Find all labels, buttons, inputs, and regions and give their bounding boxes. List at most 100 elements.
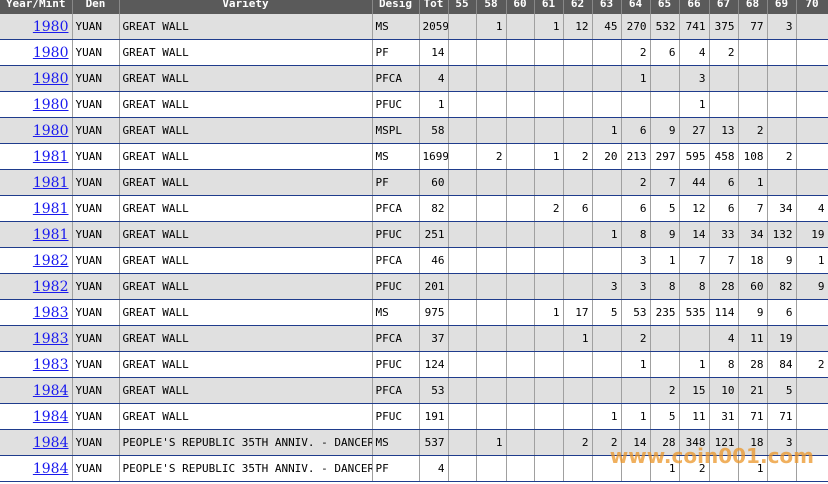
year-link[interactable]: 1984 bbox=[32, 382, 69, 399]
year-link[interactable]: 1980 bbox=[32, 44, 69, 61]
year-link[interactable]: 1981 bbox=[32, 226, 69, 243]
table-row: 1981 YUAN GREAT WALL PF 60 2 7 44 6 1 bbox=[0, 169, 828, 196]
column-header: 70 bbox=[796, 0, 828, 14]
count-cell: 5 bbox=[592, 299, 622, 326]
total-cell: 251 bbox=[419, 221, 449, 248]
count-cell: 28 bbox=[738, 351, 768, 378]
count-cell bbox=[796, 143, 828, 170]
count-cell: 6 bbox=[650, 39, 680, 66]
year-link[interactable]: 1981 bbox=[32, 174, 69, 191]
count-cell bbox=[476, 65, 507, 92]
year-cell: 1984 bbox=[0, 455, 73, 482]
count-cell bbox=[534, 65, 564, 92]
count-cell: 3 bbox=[767, 429, 797, 456]
column-header: Desig bbox=[372, 0, 420, 14]
year-link[interactable]: 1983 bbox=[32, 304, 69, 321]
count-cell bbox=[709, 91, 739, 118]
count-cell: 53 bbox=[621, 299, 651, 326]
count-cell: 270 bbox=[621, 14, 651, 40]
count-cell: 1 bbox=[476, 429, 507, 456]
total-cell: 975 bbox=[419, 299, 449, 326]
total-cell: 4 bbox=[419, 455, 449, 482]
total-cell: 14 bbox=[419, 39, 449, 66]
count-cell: 8 bbox=[709, 351, 739, 378]
column-header: 65 bbox=[650, 0, 680, 14]
count-cell bbox=[796, 169, 828, 196]
year-cell: 1984 bbox=[0, 403, 73, 430]
count-cell bbox=[738, 65, 768, 92]
year-link[interactable]: 1981 bbox=[32, 200, 69, 217]
count-cell: 1 bbox=[738, 169, 768, 196]
count-cell: 5 bbox=[767, 377, 797, 404]
count-cell bbox=[448, 169, 477, 196]
count-cell bbox=[476, 299, 507, 326]
count-cell bbox=[592, 39, 622, 66]
count-cell bbox=[506, 195, 535, 222]
count-cell: 14 bbox=[679, 221, 710, 248]
count-cell: 1 bbox=[534, 299, 564, 326]
den-cell: YUAN bbox=[72, 377, 120, 404]
year-link[interactable]: 1982 bbox=[32, 252, 69, 269]
variety-cell: PEOPLE'S REPUBLIC 35TH ANNIV. - DANCERS bbox=[119, 429, 373, 456]
year-link[interactable]: 1983 bbox=[32, 330, 69, 347]
column-header: 64 bbox=[621, 0, 651, 14]
count-cell bbox=[506, 143, 535, 170]
count-cell: 4 bbox=[796, 195, 828, 222]
count-cell: 9 bbox=[650, 117, 680, 144]
year-link[interactable]: 1984 bbox=[32, 434, 69, 451]
year-link[interactable]: 1981 bbox=[32, 148, 69, 165]
count-cell bbox=[476, 39, 507, 66]
count-cell bbox=[534, 117, 564, 144]
year-cell: 1984 bbox=[0, 429, 73, 456]
desig-cell: PF bbox=[372, 169, 420, 196]
year-link[interactable]: 1982 bbox=[32, 278, 69, 295]
count-cell bbox=[448, 65, 477, 92]
count-cell bbox=[767, 169, 797, 196]
den-cell: YUAN bbox=[72, 117, 120, 144]
count-cell: 7 bbox=[679, 247, 710, 274]
year-link[interactable]: 1980 bbox=[32, 70, 69, 87]
count-cell: 121 bbox=[709, 429, 739, 456]
den-cell: YUAN bbox=[72, 403, 120, 430]
count-cell bbox=[476, 403, 507, 430]
count-cell bbox=[506, 403, 535, 430]
count-cell: 5 bbox=[650, 403, 680, 430]
count-cell: 1 bbox=[679, 351, 710, 378]
count-cell: 71 bbox=[738, 403, 768, 430]
table-row: 1981 YUAN GREAT WALL PFUC 251 1 8 9 14 33 34 132 19 bbox=[0, 221, 828, 248]
year-cell: 1981 bbox=[0, 169, 73, 196]
desig-cell: PFCA bbox=[372, 377, 420, 404]
count-cell: 77 bbox=[738, 14, 768, 40]
count-cell: 27 bbox=[679, 117, 710, 144]
count-cell: 7 bbox=[738, 195, 768, 222]
column-header: 68 bbox=[738, 0, 768, 14]
year-link[interactable]: 1980 bbox=[32, 18, 69, 35]
year-cell: 1982 bbox=[0, 273, 73, 300]
count-cell bbox=[709, 65, 739, 92]
count-cell bbox=[506, 325, 535, 352]
year-link[interactable]: 1984 bbox=[32, 460, 69, 477]
count-cell bbox=[506, 221, 535, 248]
year-link[interactable]: 1983 bbox=[32, 356, 69, 373]
count-cell: 6 bbox=[767, 299, 797, 326]
year-cell: 1980 bbox=[0, 14, 73, 40]
count-cell bbox=[563, 65, 593, 92]
variety-cell: GREAT WALL bbox=[119, 195, 373, 222]
count-cell bbox=[592, 351, 622, 378]
count-cell: 19 bbox=[796, 221, 828, 248]
count-cell bbox=[796, 325, 828, 352]
count-cell: 2 bbox=[650, 377, 680, 404]
year-link[interactable]: 1980 bbox=[32, 122, 69, 139]
year-link[interactable]: 1980 bbox=[32, 96, 69, 113]
count-cell bbox=[506, 455, 535, 482]
year-link[interactable]: 1984 bbox=[32, 408, 69, 425]
count-cell bbox=[621, 455, 651, 482]
count-cell bbox=[506, 14, 535, 40]
total-cell: 191 bbox=[419, 403, 449, 430]
count-cell: 2 bbox=[563, 143, 593, 170]
count-cell: 71 bbox=[767, 403, 797, 430]
count-cell: 1 bbox=[621, 403, 651, 430]
count-cell: 18 bbox=[738, 247, 768, 274]
count-cell: 2 bbox=[767, 143, 797, 170]
